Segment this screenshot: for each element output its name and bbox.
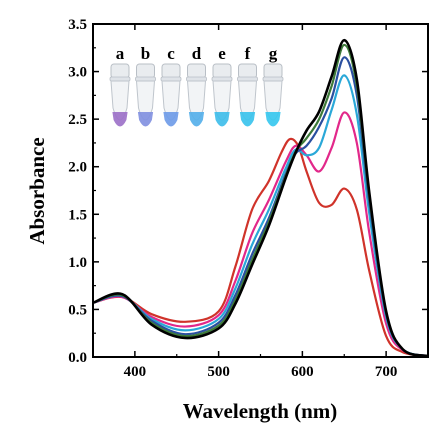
vial-solution (137, 112, 154, 127)
vial-rim (109, 76, 131, 82)
vial-solution (265, 112, 281, 127)
vial-label-e: e (218, 44, 226, 63)
vial-c (160, 63, 182, 127)
y-tick-label: 0.0 (68, 350, 87, 366)
vial-solution (239, 112, 256, 127)
vial-label-g: g (269, 44, 278, 63)
vial-e (211, 63, 233, 127)
vial-g (262, 63, 284, 127)
x-tick-label: 700 (375, 364, 398, 380)
y-tick-label: 3.5 (68, 17, 87, 33)
vial-rim (211, 76, 233, 82)
vial-b (135, 63, 156, 127)
x-ticks: 400 500 600 700 (92, 24, 429, 380)
y-tick-label: 3.0 (68, 65, 87, 81)
vial-f (237, 63, 258, 127)
vial-solution (188, 112, 205, 127)
vial-rim (237, 76, 258, 82)
vial-label-b: b (141, 44, 150, 63)
vial-a (109, 63, 131, 127)
y-ticks: 0.0 0.5 1.0 1.5 2.0 2.5 3.0 3.5 (68, 17, 428, 366)
vial-cap (161, 63, 181, 79)
vial-label-d: d (192, 44, 202, 63)
vial-cap (263, 63, 283, 79)
x-axis-title: Wavelength (nm) (183, 399, 338, 423)
y-tick-label: 1.0 (68, 255, 87, 271)
x-tick-label: 500 (207, 364, 230, 380)
vial-rim (160, 76, 182, 82)
vial-rim (262, 76, 284, 82)
series-layer (92, 38, 429, 358)
x-tick-label: 400 (124, 364, 147, 380)
vial-solution (163, 112, 179, 127)
vial-cap (136, 63, 155, 79)
y-tick-label: 2.0 (68, 160, 87, 176)
vial-cap (238, 63, 257, 79)
series-line-f (92, 38, 429, 358)
vial-rim (186, 76, 207, 82)
y-axis-title: Absorbance (25, 137, 49, 244)
y-tick-label: 1.5 (68, 207, 87, 223)
series-line-b (92, 111, 429, 358)
series-line-a (92, 137, 429, 358)
vial-label-c: c (167, 44, 175, 63)
vial-cap (110, 63, 130, 79)
y-tick-label: 2.5 (68, 112, 87, 128)
vial-rim (135, 76, 156, 82)
vial-label-f: f (245, 44, 251, 63)
vial-d (186, 63, 207, 127)
vial-solution (214, 112, 230, 127)
vial-label-a: a (116, 44, 125, 63)
x-tick-label: 600 (291, 364, 314, 380)
vial-solution (112, 112, 128, 127)
vial-cap (187, 63, 206, 79)
y-tick-label: 0.5 (68, 302, 87, 318)
vial-cap (212, 63, 232, 79)
